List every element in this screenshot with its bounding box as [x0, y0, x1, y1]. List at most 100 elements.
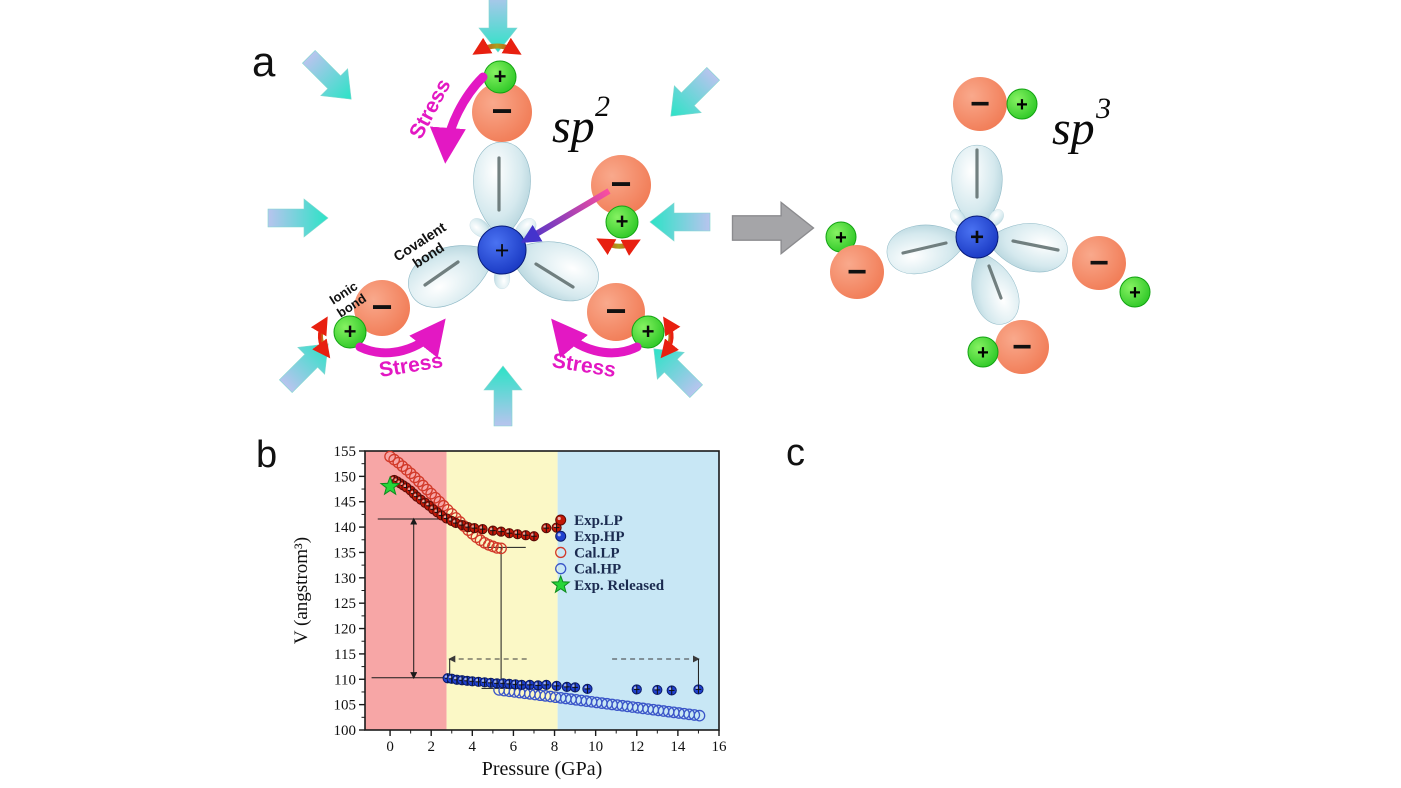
legend-label: Exp.LP: [574, 513, 623, 529]
anion-right-minus: −: [610, 163, 631, 204]
anion-bottom-left-minus: −: [371, 286, 392, 327]
marker-highlight: [469, 678, 473, 682]
y-tick-label: 125: [334, 596, 357, 612]
marker-highlight: [514, 531, 518, 535]
marker-highlight: [518, 681, 522, 685]
oscillation-arrow-bottom-right: [660, 316, 681, 359]
panel-c-label: c: [786, 432, 805, 474]
sp3-bond-line-right: [1011, 239, 1060, 252]
sp3-cation-top: [1006, 88, 1038, 120]
panel-b-label: b: [256, 434, 278, 476]
legend-label: Cal.LP: [574, 545, 619, 561]
cation-bottom-left-plus: +: [344, 319, 357, 344]
marker-highlight: [475, 678, 479, 682]
x-tick-label: 12: [629, 739, 644, 755]
anion-right: [591, 155, 651, 215]
marker-highlight: [438, 512, 442, 516]
marker-highlight: [633, 686, 637, 690]
bond-formation-arrow: [521, 188, 611, 243]
sp2-title: sp: [552, 100, 595, 153]
marker-highlight: [465, 524, 469, 528]
stress-arrow-bottom-right: [551, 318, 642, 358]
y-tick-label: 110: [334, 672, 356, 688]
marker-highlight: [426, 502, 430, 506]
x-tick-label: 14: [670, 739, 686, 755]
x-tick-label: 2: [427, 739, 435, 755]
series-Exp-HP: [442, 673, 704, 696]
sp3-anion-top-minus: −: [970, 85, 990, 123]
marker-highlight: [489, 527, 493, 531]
panel-b-chart: 0 2 4 6 8 10 12 14 16 100 105 110 115 120 125 130 135 140…: [291, 444, 727, 780]
marker-highlight: [494, 680, 498, 684]
series-Cal-HP: [493, 684, 706, 722]
legend-marker-Cal-HP: [555, 563, 567, 575]
x-tick-label: 16: [712, 739, 728, 755]
marker-highlight: [459, 677, 463, 681]
marker-highlight: [453, 676, 457, 680]
marker-highlight: [553, 524, 557, 528]
x-tick-label: 4: [469, 739, 477, 755]
marker-highlight: [403, 484, 407, 488]
x-tick-label: 0: [386, 739, 394, 755]
legend-marker-Cal-LP: [555, 546, 567, 559]
pressure-arrow-top-right: [656, 59, 728, 131]
data-point-open: [429, 491, 442, 504]
legend-marker-Exp-LP: [555, 514, 567, 526]
panel-a-diagram: + − + − + − + − +: [267, 0, 1151, 427]
marker-highlight: [448, 675, 452, 679]
sp3-cation-bottom: [967, 336, 999, 368]
sp3-anion-right: [1072, 236, 1126, 290]
sp3-center-plus: +: [970, 224, 984, 251]
sp3-superscript: 3: [1095, 92, 1111, 125]
legend-marker-highlight: [557, 516, 561, 521]
data-point-open: [392, 456, 405, 469]
y-axis-title: V (angstrom³): [291, 537, 312, 644]
data-point-open: [404, 467, 417, 480]
sp3-anion-left: [830, 245, 884, 299]
marker-highlight: [695, 686, 699, 690]
marker-highlight: [452, 520, 456, 524]
legend-label: Exp. Released: [574, 578, 665, 594]
marker-highlight: [535, 682, 539, 686]
marker-highlight: [584, 686, 588, 690]
sp2-ions: − + − + − + − +: [333, 60, 665, 349]
marker-highlight: [443, 515, 447, 519]
legend-marker-star: [550, 574, 571, 594]
sp3-anion-right-minus: −: [1089, 244, 1109, 282]
x-tick-label: 8: [551, 739, 559, 755]
sp3-bond-lines: [901, 148, 1060, 300]
sp3-cation-bottom-plus: +: [977, 342, 989, 364]
data-point-open: [417, 479, 429, 492]
marker-highlight: [464, 677, 468, 681]
legend-label: Exp.HP: [574, 529, 624, 545]
cation-top-plus: +: [494, 64, 507, 89]
cation-bottom-right-plus: +: [642, 319, 655, 344]
oscillation-arrow-bottom-left: [310, 316, 331, 359]
stress-arrows: [355, 72, 642, 358]
marker-highlight: [553, 682, 557, 686]
sp3-anion-left-minus: −: [847, 253, 867, 291]
x-tick-label: 10: [588, 739, 603, 755]
marker-highlight: [572, 684, 576, 688]
oscillation-arrow-top: [472, 37, 522, 55]
sp3-bond-line-left: [901, 241, 948, 255]
y-tick-label: 100: [334, 723, 357, 739]
sp3-anion-top: [953, 77, 1007, 131]
marker-highlight: [498, 528, 502, 532]
anion-top: [472, 82, 532, 142]
sp3-title: sp: [1052, 102, 1095, 155]
stress-arrow-top: [429, 72, 488, 164]
marker-highlight: [407, 487, 411, 491]
volume-pressure-plot: 0 2 4 6 8 10 12 14 16 100 105 110 115 120 125 130 135 140…: [291, 444, 727, 780]
transition-arrow: [731, 201, 815, 255]
plot-border: [364, 450, 720, 731]
data-point-star: [379, 475, 401, 496]
x-tick-label: 6: [510, 739, 518, 755]
y-tick-label: 120: [334, 622, 357, 638]
pressure-arrow-top-left: [294, 42, 366, 114]
y-tick-label: 145: [334, 495, 357, 511]
marker-highlight: [418, 496, 422, 500]
hybridization-titles: sp 2 sp 3: [552, 90, 1111, 155]
marker-highlight: [487, 679, 491, 683]
